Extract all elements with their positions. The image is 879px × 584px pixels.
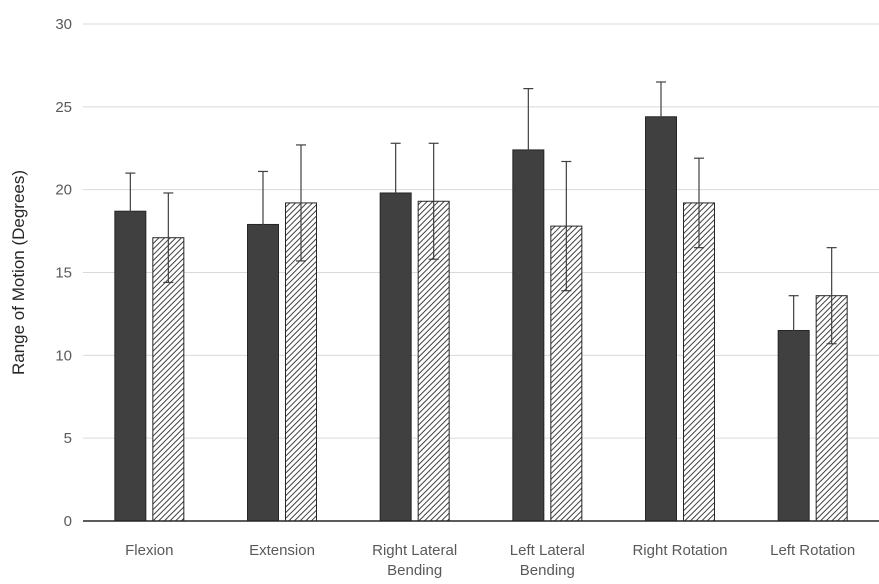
x-category-label-line: Bending: [520, 562, 575, 579]
x-category-label: Right Rotation: [632, 542, 727, 559]
y-tick-label: 20: [55, 182, 72, 199]
x-category-label-line: Left Rotation: [770, 542, 855, 559]
gridlines: [83, 23, 879, 439]
x-category-label-line: Bending: [387, 562, 442, 579]
x-category-label: Flexion: [125, 542, 173, 559]
y-tick-label: 15: [55, 265, 72, 282]
x-category-label: Left Rotation: [770, 542, 855, 559]
x-category-label: Left Lateral Bending: [510, 542, 585, 579]
x-category-label-line: Flexion: [125, 542, 173, 559]
x-category-label: Right Lateral Bending: [372, 542, 457, 579]
y-tick-label: 10: [55, 347, 72, 364]
y-tick-label: 30: [55, 16, 72, 33]
x-category-label-line: Right Rotation: [632, 542, 727, 559]
y-tick-label: 0: [64, 513, 72, 530]
x-category-label-line: Right Lateral: [372, 542, 457, 559]
y-tick-label: 5: [64, 430, 72, 447]
y-axis-title: Range of Motion (Degrees): [9, 170, 28, 375]
x-category-label-line: Left Lateral: [510, 542, 585, 559]
x-category-label: Extension: [249, 542, 315, 559]
bar-series2-4: [683, 202, 715, 522]
bar-series1-0: [114, 210, 147, 522]
y-axis-ticks: 0 5 10 15 20 25 30: [55, 16, 72, 530]
y-tick-label: 25: [55, 99, 72, 116]
x-category-label-line: Extension: [249, 542, 315, 559]
bars: [83, 116, 879, 522]
category-labels: Flexion Extension Right Lateral BendingLeft…: [125, 542, 855, 579]
bar-series1-4: [645, 116, 677, 522]
error-bars: [125, 81, 837, 366]
